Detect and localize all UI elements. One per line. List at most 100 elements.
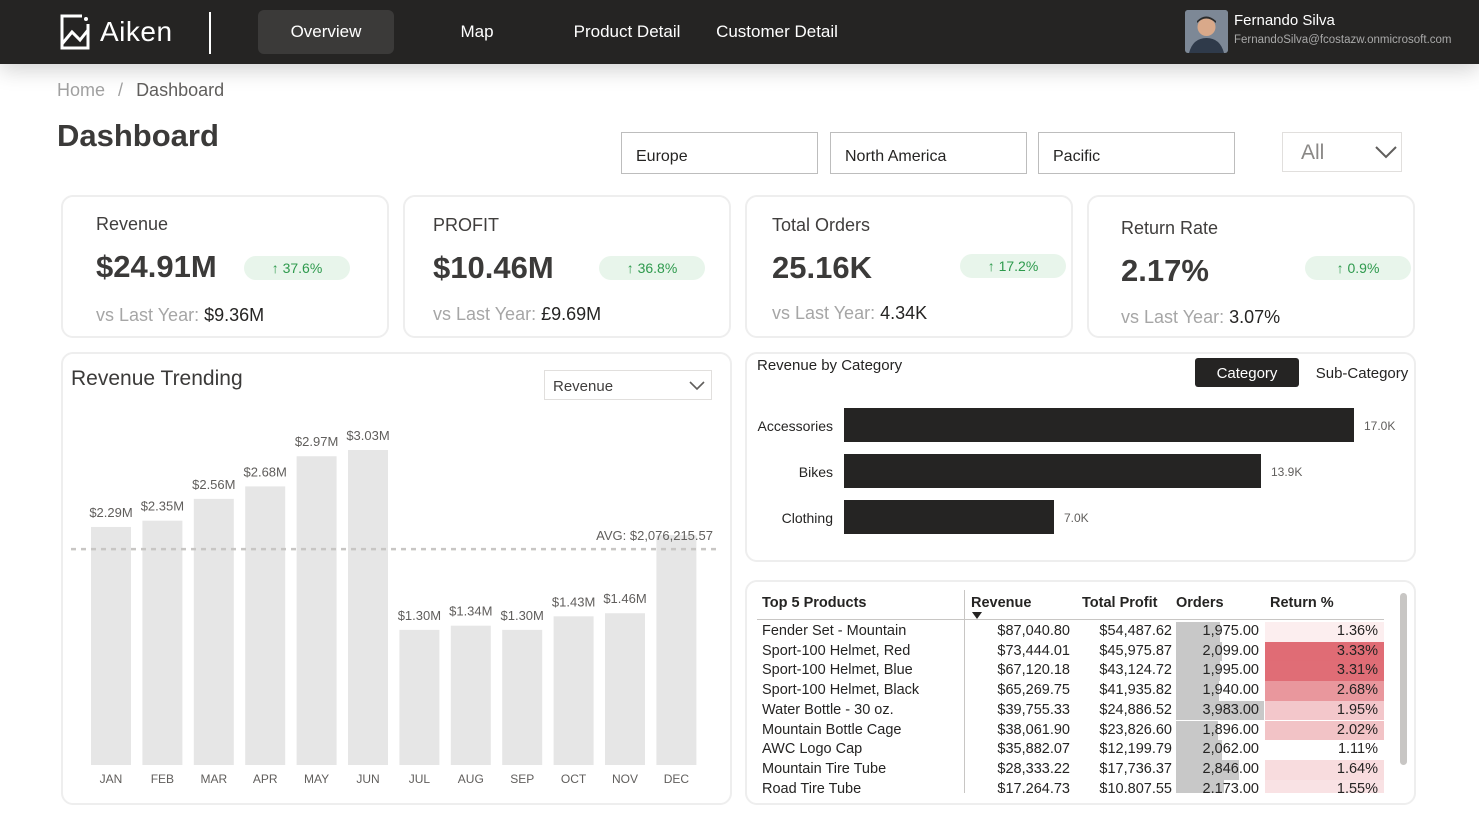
kpi-card-revenue: Revenue $24.91M ↑ 37.6% vs Last Year: $9… (61, 195, 389, 338)
trend-bar-jul[interactable] (399, 629, 440, 765)
trend-bar-may[interactable] (296, 456, 337, 765)
return-cell: 2.02% (1336, 721, 1378, 738)
user-email: FernandoSilva@fcostazw.onmicrosoft.com (1234, 34, 1452, 46)
revenue-cell: $39,755.33 (997, 701, 1070, 718)
kpi-vs-last-year: vs Last Year: 4.34K (772, 303, 927, 324)
logo-text: Aiken (100, 16, 173, 47)
table-scrollbar[interactable] (1400, 593, 1407, 765)
kpi-change-value: 36.8% (637, 260, 678, 276)
column-header-orders[interactable]: Orders (1176, 595, 1224, 611)
orders-cell: 2,062.00 (1202, 741, 1259, 758)
tab-overview[interactable]: Overview (258, 10, 394, 54)
revenue-cell: $17,264.73 (997, 780, 1070, 793)
revenue-trend-chart: $2.29M JAN $2.35M FEB $2.56M MAR $2.68M APR $2.9… (71, 428, 719, 786)
trend-data-label: $2.35M (141, 499, 184, 514)
category-bar-bikes[interactable] (844, 454, 1261, 488)
arrow-up-icon: ↑ (1336, 260, 1348, 276)
trend-data-label: $2.68M (244, 464, 287, 479)
column-header-revenue[interactable]: Revenue (971, 595, 1032, 611)
trend-bar-jan[interactable] (91, 526, 131, 765)
return-rate-cell-background (1265, 681, 1384, 701)
trend-data-label: $1.34M (449, 604, 492, 619)
avatar[interactable] (1185, 10, 1228, 53)
trend-data-label: $3.03M (346, 428, 389, 443)
kpi-change-badge: ↑ 37.6% (244, 256, 350, 280)
orders-cell: 1,995.00 (1202, 662, 1259, 679)
trend-tick-label: DEC (664, 772, 690, 786)
revenue-cell: $35,882.07 (997, 741, 1070, 758)
kpi-card-profit: PROFIT $10.46M ↑ 36.8% vs Last Year: £9.… (403, 195, 731, 338)
trend-tick-label: JAN (100, 772, 123, 786)
product-cell: Fender Set - Mountain (762, 623, 907, 639)
revenue-by-category-chart: Accessories 17.0K Bikes 13.9K Clothing 7.0K (758, 408, 1395, 534)
sort-descending-icon[interactable] (972, 612, 982, 619)
tab-product-detail[interactable]: Product Detail (573, 22, 681, 41)
revenue-trending-title: Revenue Trending (71, 367, 243, 390)
kpi-card-total-orders: Total Orders 25.16K ↑ 17.2% vs Last Year… (745, 195, 1073, 338)
table-row[interactable]: Mountain Tire Tube $28,333.22 $17,736.37 2,… (757, 759, 1384, 780)
column-header-product[interactable]: Top 5 Products (762, 595, 867, 611)
region-europe-button[interactable]: Europe (621, 132, 818, 174)
column-header-return[interactable]: Return % (1270, 595, 1334, 611)
trend-bar-aug[interactable] (450, 625, 491, 765)
arrow-up-icon: ↑ (271, 260, 283, 276)
table-row[interactable]: Sport-100 Helmet, Red $73,444.01 $45,975.8… (757, 641, 1384, 662)
trend-bar-dec[interactable] (656, 535, 697, 765)
toggle-sub-category-button[interactable]: Sub-Category (1315, 365, 1409, 382)
metric-dropdown-value: Revenue (553, 378, 614, 395)
trend-bar-feb[interactable] (142, 520, 183, 765)
kpi-change-badge: ↑ 36.8% (599, 256, 705, 280)
profit-cell: $41,935.82 (1099, 682, 1172, 699)
orders-data-bar (1176, 740, 1222, 760)
breadcrumb-current: Dashboard (136, 80, 225, 100)
table-row[interactable]: Sport-100 Helmet, Blue $67,120.18 $43,124.… (757, 661, 1384, 682)
return-rate-cell-background (1265, 700, 1384, 721)
divider (209, 12, 211, 54)
filter-dropdown[interactable]: All (1282, 132, 1402, 172)
table-row[interactable]: AWC Logo Cap $35,882.07 $12,199.79 2,062.00… (757, 740, 1384, 760)
orders-data-bar (1176, 700, 1264, 721)
trend-bar-jun[interactable] (348, 450, 388, 765)
breadcrumb-separator: / (118, 80, 124, 100)
arrow-up-icon: ↑ (987, 258, 999, 274)
region-pacific-button[interactable]: Pacific (1038, 132, 1235, 174)
tab-map[interactable]: Map (460, 22, 494, 41)
category-bar-accessories[interactable] (844, 408, 1354, 442)
trend-bar-sep[interactable] (502, 629, 543, 765)
logo[interactable]: Aiken (60, 14, 173, 50)
table-column-divider (964, 590, 965, 793)
table-row[interactable]: Mountain Bottle Cage $38,061.90 $23,826.60… (757, 720, 1384, 741)
table-row[interactable]: Water Bottle - 30 oz. $39,755.33 $24,886.5… (757, 700, 1384, 721)
table-row[interactable]: Road Tire Tube $17,264.73 $10,807.55 2,173.… (757, 779, 1384, 793)
kpi-change-value: 0.9% (1347, 260, 1380, 276)
orders-cell: 1,975.00 (1202, 623, 1259, 639)
table-row[interactable]: Sport-100 Helmet, Black $65,269.75 $41,935… (757, 681, 1384, 701)
return-rate-cell-background (1265, 622, 1384, 642)
tab-customer-detail[interactable]: Customer Detail (716, 22, 838, 41)
trend-bar-nov[interactable] (605, 613, 645, 765)
trend-bar-apr[interactable] (245, 486, 286, 765)
return-rate-cell-background (1265, 779, 1384, 793)
kpi-change-badge: ↑ 0.9% (1305, 256, 1411, 280)
product-cell: Sport-100 Helmet, Blue (762, 662, 913, 679)
trend-tick-label: JUL (409, 772, 431, 786)
product-cell: AWC Logo Cap (762, 741, 863, 758)
trend-data-label: $1.46M (603, 591, 646, 606)
kpi-value: $24.91M (96, 249, 217, 284)
revenue-cell: $87,040.80 (997, 623, 1070, 639)
kpi-vs-value: 3.07% (1229, 307, 1281, 327)
trend-bar-oct[interactable] (553, 616, 594, 765)
toggle-category-button[interactable]: Category (1195, 358, 1299, 387)
column-header-total-profit[interactable]: Total Profit (1082, 595, 1158, 611)
orders-cell: 2,173.00 (1202, 780, 1259, 793)
return-cell: 1.11% (1337, 741, 1378, 758)
logo-icon (60, 14, 92, 50)
region-north-america-button[interactable]: North America (830, 132, 1027, 174)
breadcrumb-home[interactable]: Home (57, 80, 106, 100)
category-bar-clothing[interactable] (844, 500, 1054, 534)
table-row[interactable]: Fender Set - Mountain $87,040.80 $54,487.6… (757, 622, 1384, 642)
trend-bar-mar[interactable] (193, 498, 234, 765)
metric-dropdown[interactable]: Revenue (544, 370, 712, 400)
return-rate-cell-background (1265, 661, 1384, 682)
kpi-change-value: 37.6% (282, 260, 323, 276)
